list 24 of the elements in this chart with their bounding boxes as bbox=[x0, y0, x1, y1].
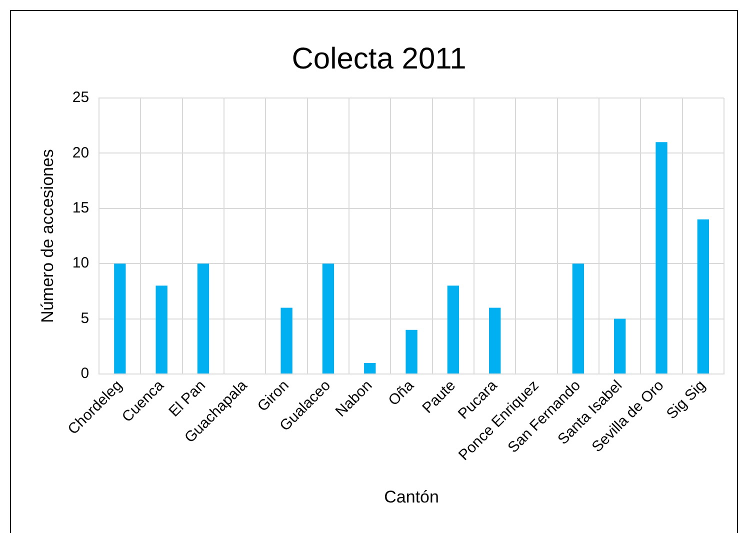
bar bbox=[280, 308, 292, 374]
bar bbox=[197, 264, 210, 374]
bar bbox=[322, 264, 334, 374]
x-axis-title: Cantón bbox=[384, 487, 439, 506]
bar bbox=[156, 286, 168, 374]
bar bbox=[656, 142, 668, 374]
y-tick-label: 20 bbox=[72, 144, 90, 162]
bar bbox=[114, 264, 126, 374]
y-tick-label: 5 bbox=[80, 310, 90, 327]
y-tick-label: 25 bbox=[72, 89, 90, 106]
y-axis-title: Número de accesiones bbox=[38, 149, 57, 323]
bar bbox=[572, 264, 584, 374]
bar bbox=[406, 330, 418, 374]
bar bbox=[364, 362, 376, 374]
bar bbox=[614, 318, 626, 374]
bar bbox=[697, 219, 709, 374]
y-tick-label: 0 bbox=[80, 365, 90, 382]
x-tick-label: Sig Sig bbox=[663, 377, 709, 423]
bar bbox=[489, 308, 501, 374]
chart-title: Colecta 2011 bbox=[292, 42, 466, 76]
y-tick-label: 15 bbox=[72, 200, 90, 217]
bar bbox=[447, 286, 460, 374]
x-tick-label: Oña bbox=[385, 376, 418, 410]
y-tick-label: 10 bbox=[72, 254, 90, 272]
